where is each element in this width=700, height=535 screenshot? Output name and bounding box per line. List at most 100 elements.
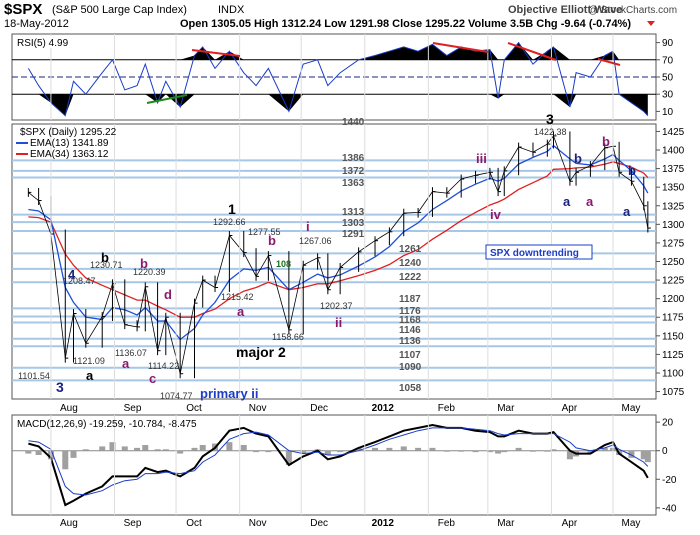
level-label: 1313 <box>342 207 365 218</box>
macd-histogram-bar <box>300 450 307 454</box>
wave-label-a-nov: a <box>237 304 245 319</box>
wave-label-4: 4 <box>68 267 76 282</box>
month-label: May <box>622 403 641 414</box>
macd-histogram-bar <box>62 450 69 470</box>
price-annotation: 1202.37 <box>320 301 353 311</box>
macd-histogram-bar <box>495 450 502 454</box>
month-label: Feb <box>438 518 456 529</box>
rsi-trendline-3 <box>507 42 557 61</box>
macd-histogram-bar <box>472 450 479 453</box>
macd-histogram-bar <box>142 445 149 451</box>
level-label: 1222 <box>399 272 422 283</box>
price-tick-label: 1350 <box>662 183 685 194</box>
price-tick-label: 1150 <box>662 331 684 342</box>
wave-label-a: a <box>563 194 571 209</box>
macd-histogram-bar <box>486 450 493 453</box>
level-label: 1107 <box>399 350 421 361</box>
price-annotation: 1422.38 <box>534 127 567 137</box>
month-label: Apr <box>562 518 578 529</box>
wave-label-a-black: a <box>86 368 94 383</box>
macd-histogram-bar <box>386 447 393 451</box>
ema13-legend: EMA(13) 1341.89 <box>30 138 109 149</box>
rsi-trendline-2 <box>432 42 489 53</box>
macd-tick-label: -40 <box>662 503 677 514</box>
macd-histogram-bar <box>253 450 260 453</box>
price-annotation: 1215.42 <box>221 292 254 302</box>
level-label: 1440 <box>342 117 365 128</box>
wave-labels: 3 1 3 4 a b a b primary ii b c b d a b i… <box>56 111 636 401</box>
macd-histogram-bar <box>644 450 651 463</box>
month-label: Oct <box>186 403 202 414</box>
rsi-series <box>27 41 649 117</box>
macd-histogram-bar <box>458 450 465 452</box>
price-annotations: 1422.38 1292.66 1277.55 1267.06 1230.71 … <box>18 127 567 401</box>
price-annotation: 1158.66 <box>272 332 304 342</box>
wave-label-ii: ii <box>335 315 342 330</box>
watermark: @ StockCharts.com <box>588 5 677 16</box>
month-label: Sep <box>124 518 142 529</box>
macd-histogram-bar <box>550 449 557 451</box>
month-label: Dec <box>310 518 328 529</box>
macd-histogram-bar <box>529 450 536 452</box>
level-label: 1261 <box>399 244 422 255</box>
symbol-name: (S&P 500 Large Cap Index) <box>52 4 187 16</box>
macd-histogram-bar <box>544 450 551 452</box>
macd-histogram-bar <box>154 449 161 451</box>
rsi-tick-label: 70 <box>662 55 674 66</box>
rsi-trendline-4 <box>597 58 621 66</box>
rsi-trendline-1 <box>191 49 241 57</box>
macd-legend: MACD(12,26,9) -19.259, -10.784, -8.475 <box>17 419 197 430</box>
rsi-legend: RSI(5) 4.99 <box>17 38 69 49</box>
price-tick-label: 1225 <box>662 276 685 287</box>
wave-label-d: d <box>164 287 172 302</box>
macd-histogram-bar <box>337 450 344 453</box>
rsi-tick-label: 10 <box>662 107 674 118</box>
price-tick-label: 1425 <box>662 127 685 138</box>
price-annotation: 1121.09 <box>73 356 105 366</box>
level-label: 1240 <box>399 258 422 269</box>
price-tick-label: 1375 <box>662 164 685 175</box>
macd-histogram-bar <box>515 447 522 451</box>
price-tick-label: 1250 <box>662 257 685 268</box>
macd-line <box>28 423 649 507</box>
level-label: 1291 <box>342 229 365 240</box>
macd-histogram-bar <box>70 450 77 458</box>
price-annotation: 1114.22 <box>148 361 179 371</box>
level-labels: 1440 1386 1372 1363 1313 1303 1291 1261 … <box>342 117 422 394</box>
month-label: Aug <box>60 518 78 529</box>
price-legend: $SPX (Daily) 1295.22 <box>20 127 117 138</box>
wave-label-b: b <box>574 151 582 166</box>
macd-histogram-bar <box>265 450 272 453</box>
level-label: 1090 <box>399 362 422 373</box>
symbol-title: $SPX <box>4 1 42 18</box>
macd-histogram-bar <box>109 442 116 451</box>
price-tick-label: 1300 <box>662 220 685 231</box>
macd-histogram-bar <box>121 446 128 451</box>
macd-histogram-bar <box>199 445 206 451</box>
macd-histogram-bar <box>285 450 292 465</box>
rsi-line <box>27 41 649 117</box>
macd-histogram-bar <box>226 442 233 451</box>
macd-histogram-bar <box>35 450 42 455</box>
macd-histogram-bar <box>443 450 450 452</box>
price-annotation: 1277.55 <box>248 227 281 237</box>
level-label: 1136 <box>399 336 421 347</box>
price-grid: 1425 1400 1375 1350 1325 1300 1275 1250 1225 1200… <box>656 127 685 398</box>
level-label: 1187 <box>399 294 421 305</box>
price-tick-label: 1325 <box>662 201 685 212</box>
macd-histogram-bar <box>324 450 331 455</box>
level-label: 1058 <box>399 383 422 394</box>
rsi-oversold-fill <box>28 94 648 116</box>
price-annotation: 1267.06 <box>299 236 332 246</box>
month-label: Apr <box>562 403 578 414</box>
macd-histogram-bar <box>640 450 647 460</box>
wave-label-3-low: 3 <box>56 379 64 395</box>
price-annotation: 1220.39 <box>133 267 166 277</box>
wave-label-i: i <box>306 219 310 234</box>
macd-histogram-bar <box>99 446 106 451</box>
macd-tick-label: -20 <box>662 475 677 486</box>
macd-histogram-bar <box>191 447 198 451</box>
macd-histogram-bar <box>601 447 608 451</box>
